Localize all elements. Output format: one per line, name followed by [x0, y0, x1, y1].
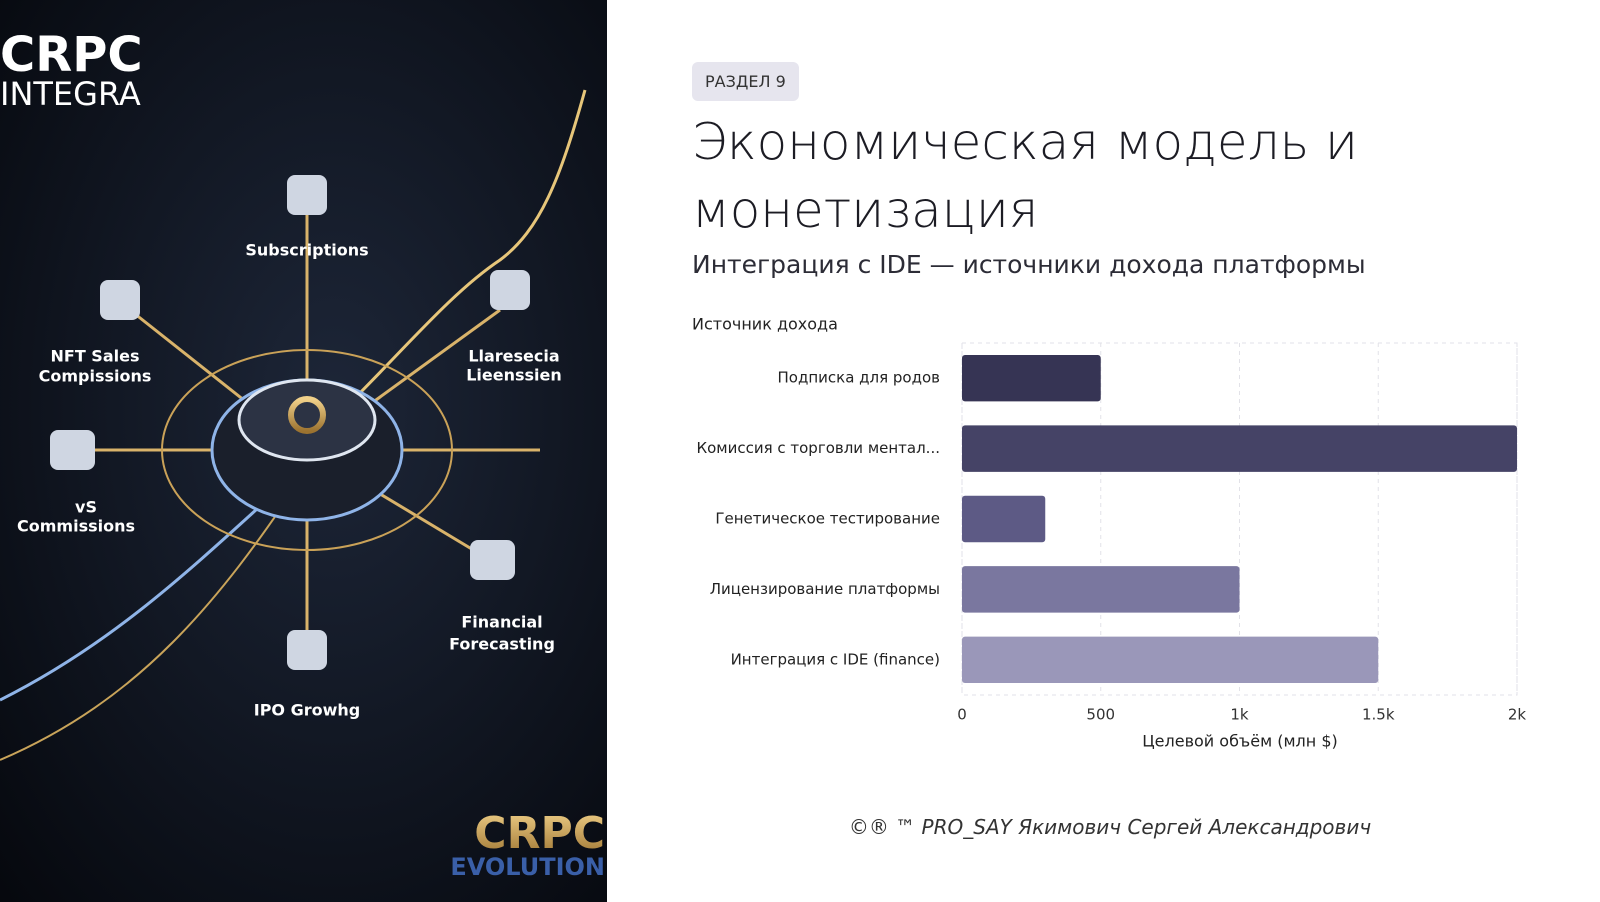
x-tick-label: 1k — [1230, 706, 1249, 724]
slide-title: Экономическая модель и монетизация — [692, 113, 1358, 239]
section-badge: РАЗДЕЛ 9 — [692, 62, 799, 101]
image-label: Commissions — [17, 517, 135, 536]
image-label: Compissions — [39, 367, 152, 386]
y-tick-label: Интеграция с IDE (finance) — [731, 650, 940, 668]
slide-subtitle: Интеграция с IDE — источники дохода плат… — [692, 250, 1366, 279]
brand: EVOLUTION — [450, 853, 605, 881]
bar — [962, 425, 1517, 472]
y-tick-label: Комиссия с торговли ментал... — [696, 439, 940, 457]
brand: CRPC — [474, 808, 605, 859]
bar — [962, 566, 1240, 613]
x-tick-label: 2k — [1508, 706, 1527, 724]
x-axis-label: Целевой объём (млн $) — [1142, 732, 1338, 751]
brand: INTEGRA — [0, 75, 141, 113]
image-label: NFT Sales — [51, 347, 140, 366]
y-tick-label: Подписка для родов — [778, 369, 941, 387]
image-label: Llaresecia — [468, 347, 559, 366]
image-label: IPO Growhg — [254, 701, 361, 720]
y-axis-label: Источник дохода — [692, 315, 838, 334]
image-label: vS — [75, 498, 97, 517]
bar — [962, 636, 1379, 684]
image-label: Forecasting — [449, 635, 555, 654]
bar — [962, 354, 1101, 402]
image-label: Subscriptions — [245, 241, 368, 260]
x-tick-label: 1.5k — [1362, 706, 1395, 724]
chart: Источник дохода Целевой объём (млн $) 0 5… — [692, 315, 1527, 751]
y-tick-label: Генетическое тестирование — [715, 510, 940, 528]
illustration: Subscriptions NFT Sales Compissions Llar… — [0, 0, 607, 902]
x-tick-label: 500 — [1086, 706, 1115, 724]
image-label: Financial — [461, 613, 542, 632]
x-tick-label: 0 — [957, 706, 967, 724]
brand: CRPC — [0, 27, 143, 83]
bar — [962, 495, 1046, 543]
image-label: Lieenssien — [466, 366, 562, 385]
footer: ©® ™ PRO_SAY Якимович Сергей Александров… — [848, 815, 1372, 839]
y-tick-label: Лицензирование платформы — [710, 580, 940, 598]
